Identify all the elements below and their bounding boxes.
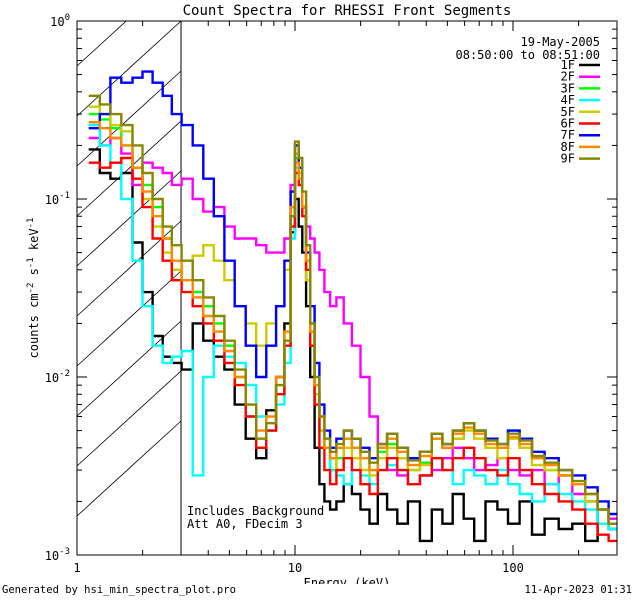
chart-title: Count Spectra for RHESSI Front Segments: [183, 3, 512, 19]
legend-label-3F: 3F: [561, 81, 575, 95]
annotation-background: Includes Background: [187, 504, 324, 518]
series-4F: [88, 123, 617, 531]
hatch-line: [77, 320, 182, 417]
x-axis-label: Energy (keV): [304, 576, 391, 584]
hatch-line: [77, 21, 182, 117]
series-layer: [88, 70, 617, 543]
axis-ticks: 1 10 100 10-3 10-2 10-1 100: [45, 13, 618, 575]
hatch-line: [77, 170, 182, 267]
hatch-line: [77, 21, 127, 67]
y-tick-label: 10-3: [45, 547, 70, 563]
footer-generated-by: Generated by hsi_min_spectra_plot.pro: [2, 584, 236, 596]
legend-label-5F: 5F: [561, 105, 575, 119]
y-axis-label: counts cm-2 s-1 keV-1: [26, 218, 41, 359]
series-5F: [88, 105, 617, 525]
plot-frame: [76, 20, 618, 556]
legend-label-6F: 6F: [561, 117, 575, 131]
x-tick-label: 100: [502, 561, 524, 575]
hatch-line: [77, 0, 181, 16]
hatch-line: [77, 220, 182, 317]
legend-label-8F: 8F: [561, 140, 575, 154]
legend-label-7F: 7F: [561, 128, 575, 142]
series-9F: [88, 94, 617, 525]
spectra-chart: 1 10 100 10-3 10-2 10-1 100 Count Spectra for …: [26, 0, 618, 584]
series-6F: [88, 156, 617, 543]
x-tick-label: 1: [73, 561, 80, 575]
hatch-line: [77, 270, 182, 367]
hatch-line: [77, 70, 182, 167]
time-range-label: 08:50:00 to 08:51:00: [456, 48, 601, 62]
y-tick-label: 10-1: [45, 191, 70, 207]
legend-label-9F: 9F: [561, 152, 575, 166]
series-3F: [88, 112, 617, 525]
footer-timestamp: 11-Apr-2023 01:31: [524, 584, 632, 596]
annotation-attenuator: Att A0, FDecim 3: [187, 517, 303, 531]
hatch-line: [77, 120, 182, 217]
legend-label-2F: 2F: [561, 70, 575, 84]
hatch-line: [77, 370, 182, 467]
date-label: 19-May-2005: [521, 35, 600, 49]
legend-label-1F: 1F: [561, 58, 575, 72]
series-1F: [88, 148, 617, 543]
x-tick-label: 10: [288, 561, 302, 575]
hatch-line: [77, 420, 182, 517]
y-tick-label: 100: [50, 13, 70, 29]
series-2F: [88, 136, 617, 520]
legend-label-4F: 4F: [561, 93, 575, 107]
y-tick-label: 10-2: [45, 369, 70, 385]
